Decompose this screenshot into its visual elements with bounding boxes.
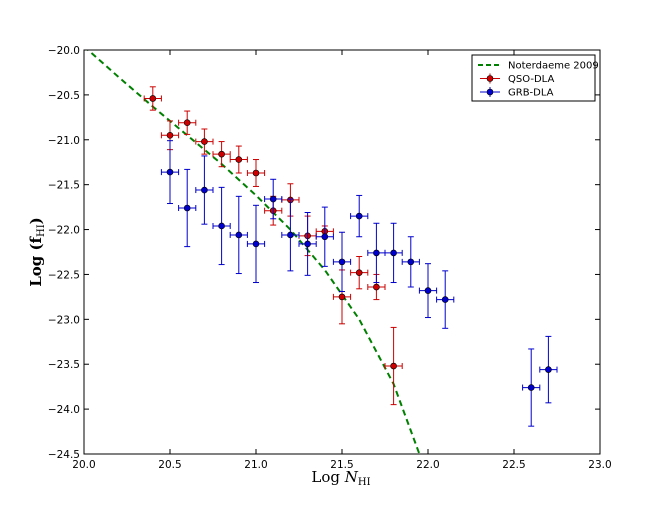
legend-label-qso-dla: QSO-DLA xyxy=(508,74,554,85)
x-tick-label: 22.0 xyxy=(416,459,439,471)
y-tick-label: −23.0 xyxy=(48,314,80,326)
plot-content xyxy=(86,50,558,454)
x-tick-label: 21.5 xyxy=(330,459,353,471)
qso-dla-marker xyxy=(355,269,363,276)
grb-dla-marker xyxy=(441,296,449,303)
grb-dla-marker xyxy=(201,186,208,194)
grb-dla-point xyxy=(195,155,214,225)
grb-dla-point xyxy=(539,335,558,404)
grb-dla-marker xyxy=(407,258,415,266)
grb-dla-point xyxy=(160,140,180,205)
qso-dla-marker xyxy=(183,119,191,127)
grb-dla-marker xyxy=(527,384,535,391)
grb-dla-marker xyxy=(321,233,329,241)
qso-dla-point xyxy=(178,110,197,135)
grb-dla-marker xyxy=(287,231,294,239)
legend-marker-grb-dla xyxy=(486,88,494,96)
qso-dla-point xyxy=(246,159,266,187)
grb-dla-marker xyxy=(373,249,380,257)
grb-dla-point xyxy=(436,270,455,329)
grb-dla-point xyxy=(264,178,283,220)
grb-dla-marker xyxy=(218,222,225,230)
x-tick-label: 20.0 xyxy=(72,459,95,471)
grb-dla-marker xyxy=(424,287,432,294)
grb-dla-point xyxy=(332,231,352,293)
y-tick-label: −21.5 xyxy=(48,180,80,192)
qso-dla-point xyxy=(212,141,231,168)
grb-dla-point xyxy=(229,195,248,275)
y-tick-label: −24.0 xyxy=(48,404,80,416)
y-tick-label: −22.0 xyxy=(48,225,80,237)
grb-dla-marker xyxy=(166,168,174,176)
grb-dla-point xyxy=(418,263,438,319)
grb-dla-point xyxy=(522,348,541,427)
grb-dla-point xyxy=(178,168,197,248)
qso-dla-marker xyxy=(235,156,243,163)
grb-dla-marker xyxy=(269,195,277,203)
y-tick-label: −20.0 xyxy=(48,45,80,57)
qso-dla-marker xyxy=(373,283,380,291)
qso-dla-point xyxy=(350,255,369,290)
grb-dla-marker xyxy=(355,212,363,220)
qso-dla-marker xyxy=(149,95,157,102)
grb-dla-marker xyxy=(183,204,191,212)
x-tick-label: 23.0 xyxy=(588,459,611,471)
legend-label-noterdaeme-2009: Noterdaeme 2009 xyxy=(508,61,599,72)
x-axis-title: Log NHI xyxy=(311,468,370,488)
grb-dla-marker xyxy=(252,240,260,248)
qso-dla-point xyxy=(229,145,248,174)
x-tick-label: 20.5 xyxy=(158,459,181,471)
x-tick-label: 21.0 xyxy=(244,459,267,471)
qso-dla-marker xyxy=(338,293,346,301)
qso-dla-point xyxy=(384,326,403,406)
grb-dla-point xyxy=(212,186,231,266)
y-tick-label: −22.5 xyxy=(48,269,80,281)
grb-dla-point xyxy=(401,236,420,288)
qso-dla-marker xyxy=(390,362,397,370)
y-tick-label: −21.0 xyxy=(48,135,80,147)
qso-dla-marker xyxy=(252,169,260,177)
legend: Noterdaeme 2009 QSO-DLA GRB-DLA xyxy=(471,54,599,102)
qso-dla-point xyxy=(195,128,214,155)
qso-dla-point xyxy=(143,86,162,111)
grb-dla-marker xyxy=(235,231,243,239)
x-tick-label: 22.5 xyxy=(502,459,525,471)
grb-dla-marker xyxy=(338,258,346,266)
grb-dla-marker xyxy=(390,249,397,257)
qso-dla-point xyxy=(160,120,180,151)
grb-dla-point xyxy=(281,198,300,272)
grb-dla-point xyxy=(246,204,266,284)
axis-ticks: 20.0 20.5 21.0 21.5 22.0 22.5 23.0 −20.0 −20.5 −2… xyxy=(48,45,612,471)
legend-label-grb-dla: GRB-DLA xyxy=(508,88,554,99)
y-tick-label: −24.5 xyxy=(48,449,80,461)
y-tick-label: −20.5 xyxy=(48,90,80,102)
grb-dla-point xyxy=(350,194,369,238)
grb-dla-marker xyxy=(545,366,552,373)
grb-dla-point xyxy=(384,222,403,284)
y-tick-label: −23.5 xyxy=(48,359,80,371)
grb-dla-point xyxy=(315,206,334,267)
qso-dla-marker xyxy=(201,138,208,145)
grb-dla-point xyxy=(298,211,317,276)
qso-dla-marker xyxy=(166,131,174,139)
qso-dla-marker xyxy=(218,150,225,158)
noterdaeme-2009-curve xyxy=(86,50,421,454)
grb-dla-marker xyxy=(304,240,311,248)
legend-marker-qso-dla xyxy=(486,75,494,82)
